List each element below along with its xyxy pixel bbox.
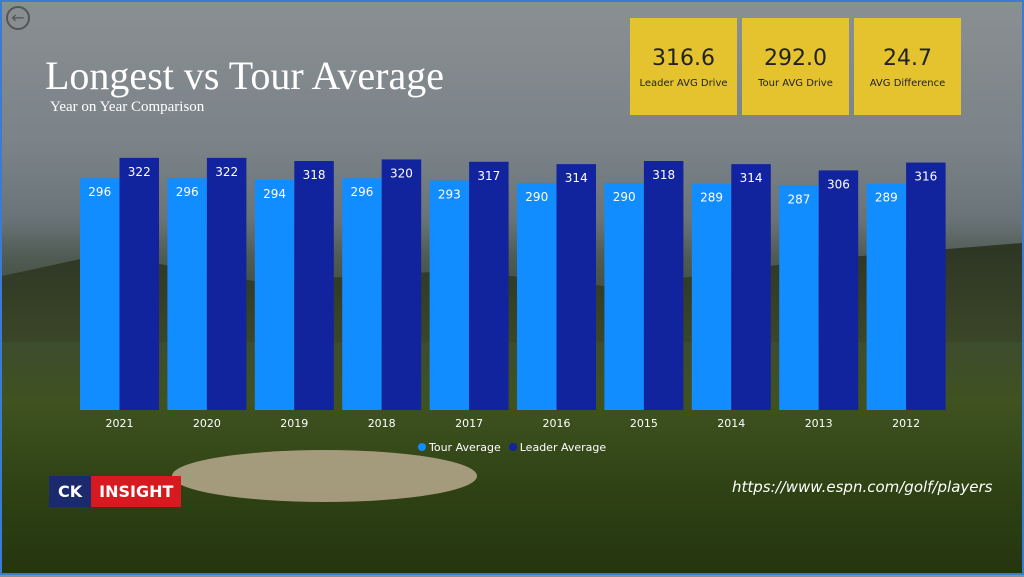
bar-leader-average-2018[interactable] — [381, 159, 422, 410]
bar-tour-average-2019[interactable] — [254, 179, 295, 410]
data-label: 318 — [303, 168, 326, 182]
page-title: Longest vs Tour Average — [45, 53, 444, 98]
background-bunker — [172, 450, 477, 502]
kpi-card-tour-avg: 292.0 Tour AVG Drive — [742, 18, 849, 115]
legend-label: Tour Average — [429, 441, 501, 454]
data-label: 289 — [700, 191, 723, 205]
data-label: 290 — [525, 190, 548, 204]
x-tick-label: 2014 — [717, 417, 745, 430]
bar-tour-average-2017[interactable] — [429, 180, 470, 410]
x-tick-label: 2017 — [455, 417, 483, 430]
x-tick-label: 2012 — [892, 417, 920, 430]
bar-tour-average-2015[interactable] — [604, 182, 644, 410]
data-label: 322 — [128, 165, 151, 179]
back-arrow-icon[interactable]: ← — [6, 6, 30, 30]
legend-label: Leader Average — [519, 441, 607, 454]
kpi-value: 24.7 — [883, 46, 932, 71]
bar-leader-average-2015[interactable] — [643, 161, 684, 410]
data-label: 318 — [652, 168, 675, 182]
legend-dot — [418, 443, 426, 451]
data-label: 296 — [88, 185, 111, 199]
kpi-label: AVG Difference — [869, 78, 946, 89]
bar-leader-average-2019[interactable] — [294, 161, 334, 410]
bar-leader-average-2012[interactable] — [906, 162, 946, 410]
bar-leader-average-2020[interactable] — [206, 157, 247, 410]
data-label: 306 — [827, 177, 850, 191]
bar-tour-average-2021[interactable] — [80, 178, 120, 410]
page-subtitle: Year on Year Comparison — [50, 99, 205, 115]
chart-legend: Tour Average Leader Average — [418, 441, 606, 454]
data-label: 294 — [263, 187, 286, 201]
kpi-card-leader-avg: 316.6 Leader AVG Drive — [630, 18, 737, 115]
data-label: 296 — [350, 185, 373, 199]
kpi-card-avg-difference: 24.7 AVG Difference — [854, 18, 961, 115]
data-label: 293 — [438, 188, 461, 202]
kpi-value: 316.6 — [652, 46, 715, 71]
source-link[interactable]: https://www.espn.com/golf/players — [732, 478, 993, 496]
bar-tour-average-2012[interactable] — [866, 183, 907, 410]
bar-tour-average-2018[interactable] — [342, 178, 382, 410]
data-label: 322 — [215, 165, 238, 179]
x-tick-label: 2013 — [805, 417, 833, 430]
logo-part1: CK — [49, 476, 92, 507]
x-tick-label: 2016 — [543, 417, 571, 430]
logo-part2: INSIGHT — [91, 476, 182, 507]
legend-item-tour-average[interactable]: Tour Average — [418, 441, 501, 454]
bar-tour-average-2013[interactable] — [779, 185, 819, 410]
bar-tour-average-2014[interactable] — [691, 183, 732, 410]
data-label: 320 — [390, 166, 413, 180]
legend-item-leader-average[interactable]: Leader Average — [508, 441, 607, 454]
data-label: 289 — [875, 191, 898, 205]
data-label: 290 — [613, 190, 636, 204]
x-tick-label: 2020 — [193, 417, 221, 430]
bar-leader-average-2016[interactable] — [556, 164, 597, 410]
data-label: 287 — [787, 192, 810, 206]
x-tick-label: 2021 — [106, 417, 134, 430]
x-tick-label: 2019 — [280, 417, 308, 430]
bar-leader-average-2021[interactable] — [119, 157, 160, 410]
bar-leader-average-2013[interactable] — [818, 170, 859, 410]
bar-leader-average-2017[interactable] — [469, 161, 509, 410]
x-tick-label: 2018 — [368, 417, 396, 430]
bar-tour-average-2016[interactable] — [517, 182, 557, 410]
bar-leader-average-2014[interactable] — [731, 164, 771, 410]
x-tick-label: 2015 — [630, 417, 658, 430]
data-label: 314 — [565, 171, 588, 185]
data-label: 296 — [176, 185, 199, 199]
legend-dot — [508, 443, 517, 451]
ck-insight-logo: CK INSIGHT — [49, 476, 182, 507]
data-label: 316 — [914, 170, 937, 184]
data-label: 314 — [740, 171, 763, 185]
kpi-label: Leader AVG Drive — [639, 78, 728, 89]
kpi-value: 292.0 — [764, 46, 827, 71]
kpi-label: Tour AVG Drive — [758, 78, 833, 89]
data-label: 317 — [477, 169, 500, 183]
bar-tour-average-2020[interactable] — [167, 178, 207, 410]
